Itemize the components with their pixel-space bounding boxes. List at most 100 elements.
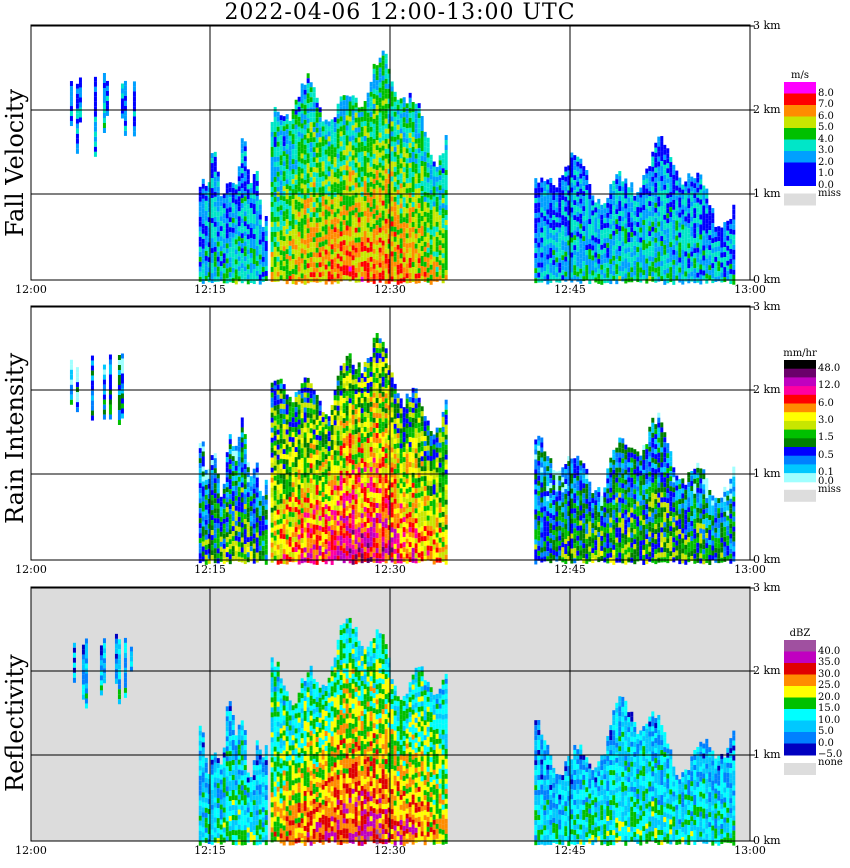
echo-cell [645,233,649,239]
echo-cell [603,253,607,259]
echo-cell [540,242,544,248]
echo-cell [588,274,592,280]
echo-cell [282,474,286,480]
echo-cell [603,213,607,219]
echo-cell [246,517,250,523]
echo-cell [438,195,442,201]
echo-cell [534,223,538,229]
echo-cell [327,231,331,237]
echo-cell [231,182,235,188]
echo-cell [717,256,721,262]
echo-cell [435,271,439,277]
echo-cell [204,499,208,505]
echo-cell [639,242,643,248]
echo-cell [375,165,379,171]
echo-cell [270,502,274,508]
echo-cell [300,493,304,499]
echo-cell [228,192,232,198]
echo-cell [381,155,385,161]
echo-cell [315,142,319,148]
echo-cell [441,238,445,244]
echo-cell [351,230,355,236]
echo-cell [336,208,340,214]
echo-cell [567,220,571,226]
echo-cell [570,222,574,228]
echo-cell [270,276,274,282]
echo-cell [375,160,379,166]
echo-cell [273,211,277,217]
echo-cell [279,453,283,459]
echo-cell [264,225,268,231]
echo-cell [222,243,226,249]
echo-cell [612,225,616,231]
echo-cell [294,229,298,235]
echo-cell [252,179,256,185]
echo-cell [390,156,394,162]
echo-cell [423,186,427,192]
echo-cell [102,77,106,83]
echo-cell [591,270,595,276]
echo-cell [561,210,565,216]
echo-cell [357,137,361,143]
echo-cell [600,239,604,245]
echo-cell [663,259,667,265]
echo-cell [390,161,394,167]
echo-cell [555,197,559,203]
echo-cell [216,246,220,252]
echo-cell [393,271,397,277]
echo-cell [294,477,298,483]
echo-cell [282,116,286,122]
echo-cell [93,126,97,132]
echo-cell [627,207,631,213]
echo-cell [360,196,364,202]
echo-cell [249,212,253,218]
echo-cell [552,265,556,271]
echo-cell [297,539,301,545]
echo-cell [276,181,280,187]
echo-cell [345,175,349,181]
echo-cell [75,138,79,144]
echo-cell [375,210,379,216]
echo-cell [219,226,223,232]
echo-cell [363,196,367,202]
echo-cell [438,240,442,246]
echo-cell [123,130,127,136]
echo-cell [369,226,373,232]
echo-cell [543,196,547,202]
echo-cell [228,197,232,203]
echo-cell [726,270,730,276]
echo-cell [108,389,112,395]
echo-cell [573,185,577,191]
echo-cell [321,126,325,132]
echo-cell [654,197,658,203]
echo-cell [204,539,208,545]
echo-cell [219,221,223,227]
echo-cell [369,151,373,157]
echo-cell [378,222,382,228]
echo-cell [198,221,202,227]
echo-cell [297,439,301,445]
echo-cell [399,198,403,204]
echo-cell [390,276,394,282]
echo-cell [285,484,289,490]
echo-cell [372,253,376,259]
echo-cell [675,225,679,231]
echo-cell [618,276,622,282]
echo-cell [291,527,295,533]
echo-cell [378,177,382,183]
echo-cell [210,540,214,546]
echo-cell [693,198,697,204]
echo-cell [207,192,211,198]
echo-cell [240,482,244,488]
echo-cell [342,265,346,271]
echo-cell [216,488,220,494]
echo-cell [672,214,676,220]
echo-cell [663,249,667,255]
echo-cell [321,136,325,142]
echo-cell [297,161,301,167]
echo-cell [699,259,703,265]
echo-cell [405,138,409,144]
echo-cell [369,121,373,127]
echo-cell [288,431,292,437]
echo-cell [270,241,274,247]
